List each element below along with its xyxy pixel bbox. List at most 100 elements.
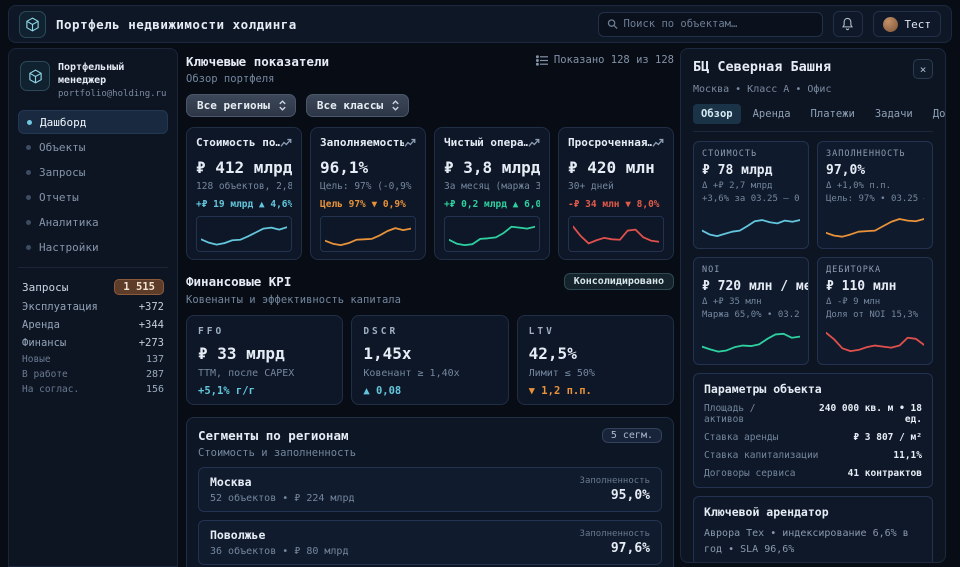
search-input[interactable] bbox=[623, 18, 814, 30]
user-name: Тест bbox=[904, 17, 932, 31]
tab-tasks[interactable]: Задачи bbox=[874, 108, 913, 120]
sidebar-item-analytics[interactable]: Аналитика bbox=[18, 210, 168, 234]
metric-title: Заполняемость bbox=[320, 136, 405, 149]
sidebar-item-label: Отчеты bbox=[39, 190, 79, 204]
kpi-section-title: Финансовые KPI bbox=[186, 274, 292, 289]
occupancy-value: 97,6% bbox=[610, 541, 650, 556]
region-filter-value: Все регионы bbox=[197, 99, 270, 112]
kpi-delta: ▼ 1,2 п.п. bbox=[528, 385, 592, 397]
tile-occupancy: ЗАПОЛНЕННОСТЬ 97,0% Δ +1,0% п.п. Цель: 9… bbox=[817, 141, 933, 249]
sidebar-item-dashboard[interactable]: Дашборд bbox=[18, 110, 168, 134]
main-content: Ключевые показатели Показано 128 из 128 … bbox=[186, 54, 674, 567]
sidebar-item-label: Объекты bbox=[39, 140, 86, 154]
tab-lease[interactable]: Аренда bbox=[752, 108, 791, 120]
tile-value: СТОИМОСТЬ ₽ 78 млрд Δ +₽ 2,7 млрд +3,6% … bbox=[693, 141, 809, 249]
user-menu[interactable]: Тест bbox=[872, 11, 941, 37]
segments-title: Сегменты по регионам bbox=[198, 428, 349, 443]
category-label: Финансы bbox=[22, 337, 67, 349]
tab-overview[interactable]: Обзор bbox=[693, 104, 741, 124]
param-row: Ставка аренды ₽ 3 807 / м² bbox=[704, 432, 922, 443]
cube-icon bbox=[28, 68, 42, 84]
kpi-delta: ▲ 0,08 bbox=[363, 385, 402, 397]
top-bar: Портфель недвижимости холдинга Тест bbox=[8, 5, 952, 43]
profile-email: portfolio@holding.ru bbox=[58, 89, 167, 99]
status-label: В работе bbox=[22, 369, 68, 380]
sparkline bbox=[449, 220, 535, 248]
tile-note: Цель: 97% • 03.25 — 02.26 bbox=[826, 194, 924, 204]
tile-label: ДЕБИТОРКА bbox=[826, 265, 882, 275]
category-label: Эксплуатация bbox=[22, 301, 98, 313]
category-value: +273 bbox=[138, 337, 164, 349]
sidebar-item-settings[interactable]: Настройки bbox=[18, 235, 168, 259]
object-params: Параметры объекта Площадь / активов 240 … bbox=[693, 373, 933, 488]
region-row-povolzhye[interactable]: Поволжье 36 объектов • ₽ 80 млрд Заполне… bbox=[198, 520, 662, 565]
sparkline bbox=[826, 324, 924, 356]
params-title: Параметры объекта bbox=[704, 382, 822, 396]
metric-card-overdue[interactable]: Просроченная… ₽ 420 млн 30+ дней -₽ 34 м… bbox=[558, 127, 674, 260]
kpi-sub: Ковенант ≥ 1,40x bbox=[363, 368, 460, 379]
sidebar-item-label: Аналитика bbox=[39, 215, 99, 229]
key-tenant: Ключевой арендатор Аврора Тех • индексир… bbox=[693, 496, 933, 562]
tab-documents[interactable]: Докуме… bbox=[932, 108, 946, 120]
tile-noi: NOI ₽ 720 млн / мес. Δ +₽ 35 млн Маржа 6… bbox=[693, 257, 809, 365]
param-value: 11,1% bbox=[893, 450, 922, 461]
segments-count-badge: 5 сегм. bbox=[601, 428, 662, 443]
sidebar-item-objects[interactable]: Объекты bbox=[18, 135, 168, 159]
region-filter-select[interactable]: Все регионы bbox=[186, 94, 296, 117]
kpi-value: 42,5% bbox=[528, 344, 577, 363]
sidebar-item-requests[interactable]: Запросы bbox=[18, 160, 168, 184]
sparkline-chart bbox=[702, 208, 800, 240]
metric-title: Чистый опера… bbox=[444, 136, 529, 149]
kpi-value: ₽ 33 млрд bbox=[198, 344, 285, 363]
tab-payments[interactable]: Платежи bbox=[810, 108, 855, 120]
sparkline-chart bbox=[568, 216, 664, 252]
region-info: 36 объектов • ₽ 80 млрд bbox=[210, 546, 349, 557]
sparkline bbox=[325, 220, 411, 248]
region-row-moscow[interactable]: Москва 52 объектов • ₽ 224 млрд Заполнен… bbox=[198, 467, 662, 512]
tile-note: Маржа 65,0% • 03.25 — 02.26 bbox=[702, 310, 800, 320]
search-box[interactable] bbox=[597, 11, 823, 37]
status-value: 137 bbox=[145, 354, 164, 365]
metric-delta: -₽ 34 млн ▼ 8,0% bbox=[568, 199, 660, 210]
tile-delta: Δ -₽ 9 млн bbox=[826, 297, 881, 307]
param-value: ₽ 3 807 / м² bbox=[853, 432, 922, 443]
status-label: На соглас. bbox=[22, 384, 80, 395]
metric-value: ₽ 3,8 млрд bbox=[444, 158, 541, 177]
notifications-button[interactable] bbox=[832, 11, 863, 37]
requests-summary: Запросы 1 515 bbox=[18, 276, 168, 298]
trend-icon bbox=[280, 138, 292, 147]
page-title: Ключевые показатели bbox=[186, 54, 329, 69]
metric-card-occupancy[interactable]: Заполняемость 96,1% Цель: 97% (-0,9% к… … bbox=[310, 127, 426, 260]
sparkline bbox=[573, 220, 659, 248]
class-filter-select[interactable]: Все классы bbox=[305, 94, 410, 117]
profile-role: Портфельный менеджер bbox=[58, 62, 125, 86]
param-row: Ставка капитализации 11,1% bbox=[704, 450, 922, 461]
sparkline-chart bbox=[444, 216, 540, 252]
sparkline-chart bbox=[702, 324, 800, 356]
occupancy-label: Заполненность bbox=[579, 476, 650, 486]
tile-value-text: ₽ 720 млн / мес. bbox=[702, 279, 808, 294]
kpi-card-dscr[interactable]: DSCR 1,45x Ковенант ≥ 1,40x ▲ 0,08 bbox=[351, 315, 509, 405]
category-label: Аренда bbox=[22, 319, 60, 331]
bullet-icon bbox=[26, 144, 31, 150]
kpi-card-ffo[interactable]: FFO ₽ 33 млрд ТТМ, после CAPEX +5,1% г/г bbox=[186, 315, 344, 405]
close-icon[interactable]: × bbox=[913, 59, 933, 79]
kpi-section-subtitle: Ковенанты и эффективность капитала bbox=[186, 294, 401, 306]
shown-label: Показано 128 из 128 bbox=[553, 54, 674, 66]
tenant-title: Ключевой арендатор bbox=[704, 505, 829, 519]
segments-subtitle: Стоимость и заполненность bbox=[198, 447, 357, 459]
metric-card-portfolio-value[interactable]: Стоимость по… ₽ 412 млрд 128 объектов, 2… bbox=[186, 127, 302, 260]
sidebar: Портфельный менеджер portfolio@holding.r… bbox=[8, 48, 178, 567]
param-value: 240 000 кв. м • 18 ед. bbox=[819, 403, 922, 425]
kpi-card-ltv[interactable]: LTV 42,5% Лимит ≤ 50% ▼ 1,2 п.п. bbox=[516, 315, 674, 405]
sidebar-item-reports[interactable]: Отчеты bbox=[18, 185, 168, 209]
metric-card-noi[interactable]: Чистый опера… ₽ 3,8 млрд За месяц (маржа… bbox=[434, 127, 550, 260]
consolidated-badge[interactable]: Консолидировано bbox=[563, 273, 674, 290]
kpi-value: 1,45x bbox=[363, 344, 412, 363]
kpi-label: DSCR bbox=[363, 326, 399, 337]
status-value: 287 bbox=[145, 369, 164, 380]
sparkline bbox=[702, 324, 800, 356]
bell-icon bbox=[842, 17, 853, 31]
up-down-caret-icon bbox=[392, 100, 399, 111]
category-value: +344 bbox=[138, 319, 164, 331]
